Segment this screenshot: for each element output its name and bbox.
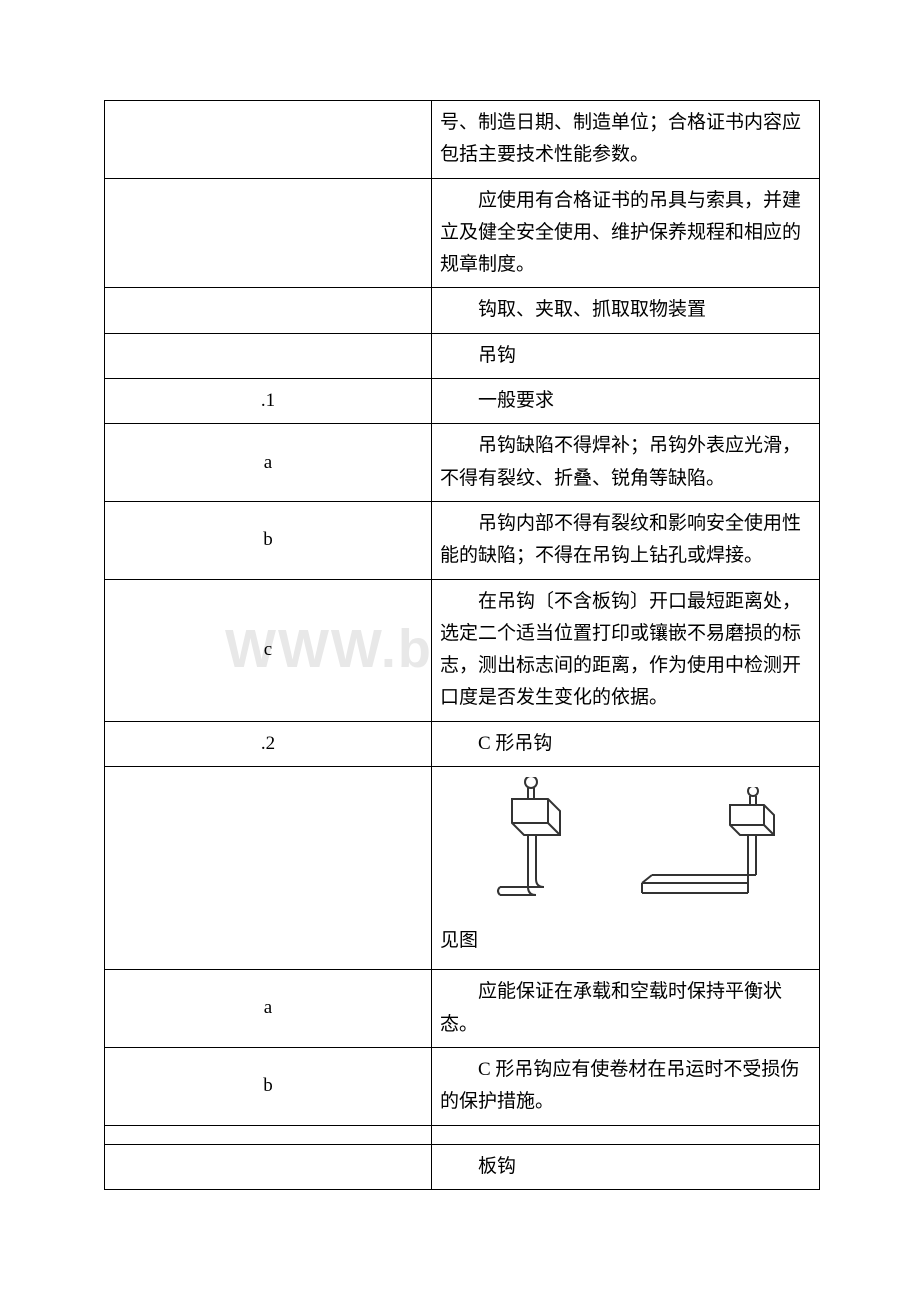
cell-right [432,1125,820,1144]
table-row: .1 一般要求 [105,379,820,424]
cell-right: 在吊钩〔不含板钩〕开口最短距离处，选定二个适当位置打印或镶嵌不易磨损的标志，测出… [432,579,820,721]
content-table: 号、制造日期、制造单位；合格证书内容应包括主要技术性能参数。 应使用有合格证书的… [104,100,820,1190]
table-row: 板钩 [105,1144,820,1189]
table-row: 吊钩 [105,333,820,378]
cell-right: 钩取、夹取、抓取取物装置 [432,288,820,333]
cell-right: 应能保证在承载和空载时保持平衡状态。 [432,970,820,1048]
cell-left [105,767,432,970]
image-caption: 见图 [440,925,811,957]
cell-right: 号、制造日期、制造单位；合格证书内容应包括主要技术性能参数。 [432,101,820,179]
cell-right: 一般要求 [432,379,820,424]
cell-left [105,288,432,333]
cell-left: b [105,1047,432,1125]
cell-left: c [105,579,432,721]
cell-right: 吊钩 [432,333,820,378]
table-row: 钩取、夹取、抓取取物装置 [105,288,820,333]
cell-left [105,333,432,378]
table-row: 号、制造日期、制造单位；合格证书内容应包括主要技术性能参数。 [105,101,820,179]
cell-right: C 形吊钩 [432,721,820,766]
table-row: 应使用有合格证书的吊具与索具，并建立及健全安全使用、维护保养规程和相应的规章制度… [105,178,820,288]
cell-left: b [105,501,432,579]
table-row: a 吊钩缺陷不得焊补；吊钩外表应光滑，不得有裂纹、折叠、锐角等缺陷。 [105,424,820,502]
c-hook-icon-2 [630,787,780,907]
cell-left [105,178,432,288]
cell-left [105,1125,432,1144]
cell-right: 吊钩内部不得有裂纹和影响安全使用性能的缺陷；不得在吊钩上钻孔或焊接。 [432,501,820,579]
c-hook-icon-1 [470,777,590,907]
hook-diagram-wrap [440,777,811,907]
cell-right: 板钩 [432,1144,820,1189]
table-row [105,1125,820,1144]
cell-left [105,1144,432,1189]
cell-right: C 形吊钩应有使卷材在吊运时不受损伤的保护措施。 [432,1047,820,1125]
table-row: a 应能保证在承载和空载时保持平衡状态。 [105,970,820,1048]
table-row: c 在吊钩〔不含板钩〕开口最短距离处，选定二个适当位置打印或镶嵌不易磨损的标志，… [105,579,820,721]
table-row: b 吊钩内部不得有裂纹和影响安全使用性能的缺陷；不得在吊钩上钻孔或焊接。 [105,501,820,579]
cell-image: 见图 [432,767,820,970]
cell-right: 吊钩缺陷不得焊补；吊钩外表应光滑，不得有裂纹、折叠、锐角等缺陷。 [432,424,820,502]
table-row: b C 形吊钩应有使卷材在吊运时不受损伤的保护措施。 [105,1047,820,1125]
table-row: .2 C 形吊钩 [105,721,820,766]
cell-left: a [105,970,432,1048]
cell-left: .1 [105,379,432,424]
cell-left [105,101,432,179]
cell-left: a [105,424,432,502]
cell-right: 应使用有合格证书的吊具与索具，并建立及健全安全使用、维护保养规程和相应的规章制度… [432,178,820,288]
cell-left: .2 [105,721,432,766]
table-row: 见图 [105,767,820,970]
